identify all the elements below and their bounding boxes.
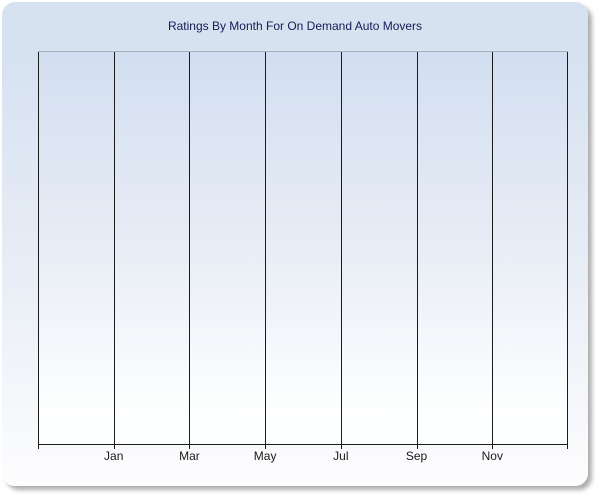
gridline [189,52,191,444]
x-axis-tick-label: May [253,449,277,463]
x-axis-tick [38,445,39,449]
x-axis-tick [189,445,191,449]
gridline [416,52,418,444]
plot-area [38,51,568,449]
gridline [340,52,342,444]
x-axis-tick-label: Sep [405,449,428,463]
x-axis-labels: Jan Mar May Jul Sep Nov [38,449,568,463]
gridline [265,52,267,444]
x-axis-tick-label: Nov [481,449,503,463]
x-axis-tick [416,445,418,449]
x-axis-tick-label: Mar [179,449,200,463]
chart-panel: Ratings By Month For On Demand Auto Move… [2,2,588,486]
gridline [492,52,494,444]
x-axis-tick-label: Jan [104,449,124,463]
x-axis-tick [340,445,342,449]
gridline [38,52,39,444]
gridline [567,52,568,444]
x-axis-tick [113,445,115,449]
x-axis-tick [492,445,494,449]
x-axis-tick-label: Jul [333,449,349,463]
x-axis-tick [265,445,267,449]
x-axis-tick [567,445,568,449]
chart-title: Ratings By Month For On Demand Auto Move… [167,19,423,33]
gridline [113,52,115,444]
